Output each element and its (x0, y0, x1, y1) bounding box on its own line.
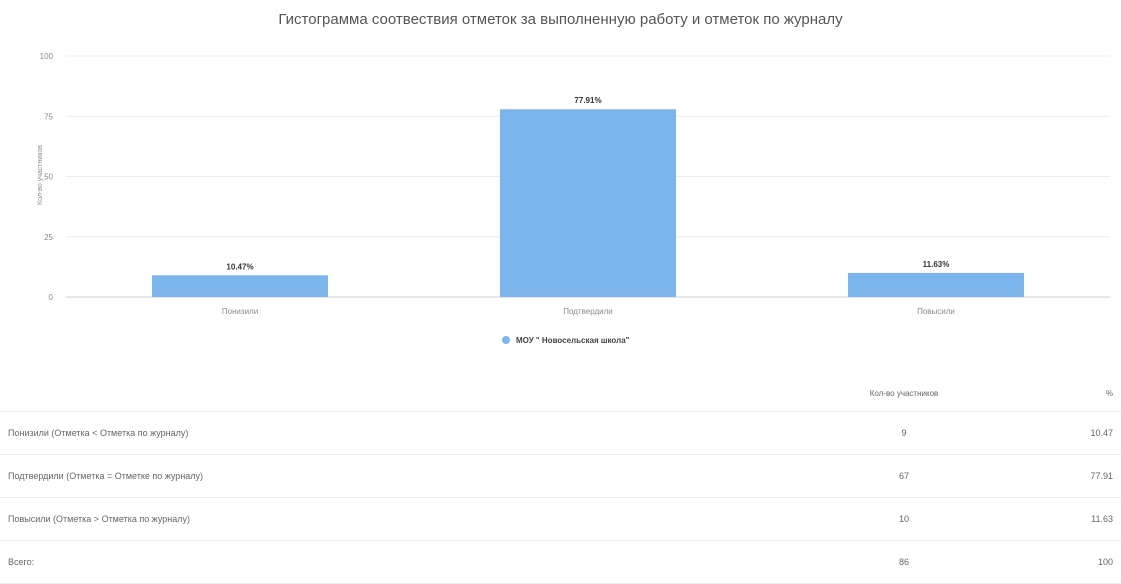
total-label: Всего: (0, 540, 776, 584)
legend[interactable]: МОУ " Новосельская школа" (502, 336, 630, 345)
chart-title: Гистограмма соотвествия отметок за выпол… (278, 11, 843, 28)
row-count: 67 (776, 454, 1032, 498)
row-percent: 10.47 (1032, 411, 1121, 455)
y-axis-ticks: 0 25 50 75 100 (40, 52, 54, 302)
table-total-row: Всего: 86 100 (0, 540, 1121, 584)
bar-data-label: 77.91% (574, 96, 601, 105)
bar-data-label: 10.47% (226, 262, 253, 271)
bar[interactable] (500, 109, 676, 297)
legend-marker (502, 336, 510, 344)
x-category-label: Повысили (917, 307, 955, 316)
header-count: Кол-во участников (776, 375, 1032, 412)
row-label: Повысили (Отметка > Отметка по журналу) (0, 497, 776, 541)
table-row: Понизили (Отметка < Отметка по журналу) … (0, 411, 1121, 455)
stats-table: Кол-во участников % Понизили (Отметка < … (0, 375, 1121, 584)
y-tick-label: 50 (44, 173, 53, 182)
total-count: 86 (776, 540, 1032, 584)
row-label: Понизили (Отметка < Отметка по журналу) (0, 411, 776, 455)
row-percent: 11.63 (1032, 497, 1121, 541)
row-count: 10 (776, 497, 1032, 541)
row-percent: 77.91 (1032, 454, 1121, 498)
bars: 10.47% Понизили 77.91% Подтвердили 11.63% Пов… (152, 96, 1024, 316)
table-row: Подтвердили (Отметка = Отметке по журнал… (0, 454, 1121, 498)
y-tick-label: 75 (44, 112, 53, 121)
table-header-row: Кол-во участников % (0, 375, 1121, 412)
header-category (0, 375, 776, 412)
y-tick-label: 25 (44, 233, 53, 242)
x-category-label: Понизили (222, 307, 258, 316)
total-percent: 100 (1032, 540, 1121, 584)
row-count: 9 (776, 411, 1032, 455)
x-category-label: Подтвердили (563, 307, 613, 316)
y-tick-label: 0 (49, 293, 54, 302)
bar-data-label: 11.63% (923, 260, 950, 269)
y-axis-label: Кол-во участников (37, 145, 44, 205)
bar[interactable] (848, 272, 1024, 297)
bar[interactable] (152, 275, 328, 297)
y-tick-label: 100 (40, 52, 54, 61)
bar-chart: 0 25 50 75 100 Кол-во участников 10.47% Пониз… (37, 52, 1110, 345)
legend-series-label: МОУ " Новосельская школа" (516, 336, 630, 345)
table-row: Повысили (Отметка > Отметка по журналу) … (0, 497, 1121, 541)
row-label: Подтвердили (Отметка = Отметке по журнал… (0, 454, 776, 498)
header-percent: % (1032, 375, 1121, 412)
